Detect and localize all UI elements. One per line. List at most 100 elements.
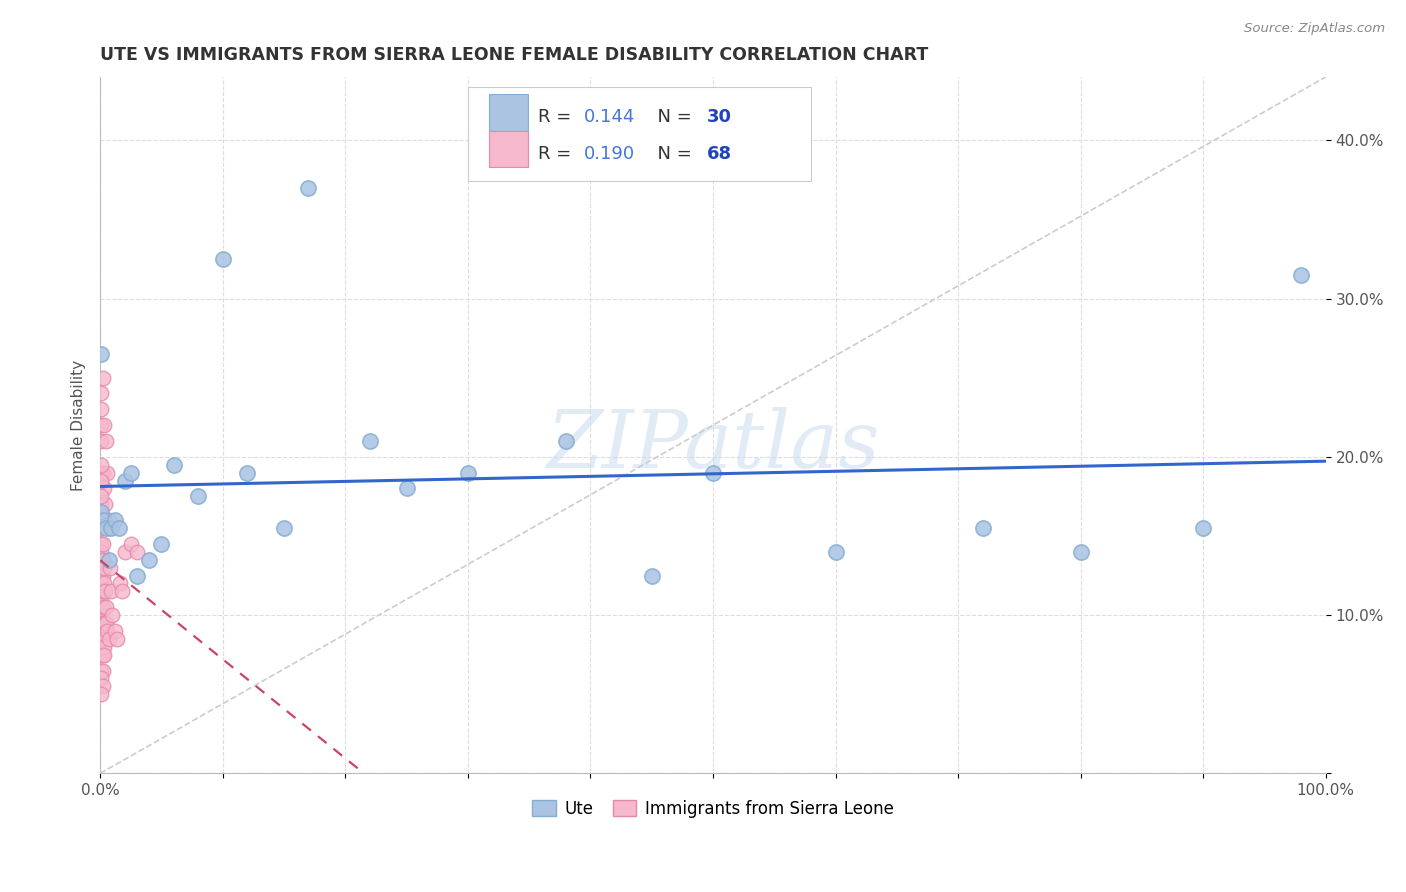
Text: N =: N = bbox=[645, 108, 697, 126]
Point bbox=[90, 568, 112, 582]
Legend: Ute, Immigrants from Sierra Leone: Ute, Immigrants from Sierra Leone bbox=[526, 793, 900, 824]
FancyBboxPatch shape bbox=[489, 95, 527, 130]
Text: 30: 30 bbox=[707, 108, 731, 126]
Point bbox=[91, 664, 114, 678]
Point bbox=[91, 552, 114, 566]
Point bbox=[702, 466, 724, 480]
Point bbox=[91, 679, 114, 693]
Point bbox=[90, 386, 112, 401]
Point bbox=[93, 640, 115, 654]
Point bbox=[100, 521, 122, 535]
Point bbox=[125, 545, 148, 559]
Point bbox=[107, 521, 129, 535]
Text: UTE VS IMMIGRANTS FROM SIERRA LEONE FEMALE DISABILITY CORRELATION CHART: UTE VS IMMIGRANTS FROM SIERRA LEONE FEMA… bbox=[100, 46, 928, 64]
Point bbox=[91, 568, 114, 582]
Point bbox=[91, 648, 114, 662]
Point bbox=[96, 521, 118, 535]
Point bbox=[90, 560, 112, 574]
Point bbox=[90, 347, 112, 361]
Point bbox=[90, 584, 112, 599]
Point bbox=[90, 615, 112, 630]
Point bbox=[297, 180, 319, 194]
Point bbox=[90, 552, 112, 566]
Point bbox=[90, 600, 112, 615]
Point bbox=[90, 489, 112, 503]
Point bbox=[236, 466, 259, 480]
Text: N =: N = bbox=[645, 145, 697, 162]
Point bbox=[91, 632, 114, 646]
Point bbox=[91, 600, 114, 615]
Point bbox=[90, 505, 112, 519]
Text: ZIPatlas: ZIPatlas bbox=[546, 408, 880, 485]
Point bbox=[120, 537, 142, 551]
Point bbox=[211, 252, 233, 266]
Point bbox=[91, 466, 114, 480]
Point bbox=[93, 513, 115, 527]
Point bbox=[150, 537, 173, 551]
Point bbox=[97, 552, 120, 566]
Text: 0.144: 0.144 bbox=[585, 108, 636, 126]
Point bbox=[91, 370, 114, 384]
Point bbox=[90, 576, 112, 591]
Point bbox=[97, 513, 120, 527]
Point bbox=[90, 648, 112, 662]
Point bbox=[90, 592, 112, 607]
Point bbox=[90, 513, 112, 527]
Point bbox=[90, 434, 112, 448]
Point bbox=[90, 537, 112, 551]
Point bbox=[91, 584, 114, 599]
Point bbox=[114, 545, 136, 559]
Text: R =: R = bbox=[537, 145, 576, 162]
Point bbox=[138, 552, 160, 566]
Point bbox=[90, 402, 112, 417]
Point bbox=[100, 584, 122, 599]
Point bbox=[111, 584, 134, 599]
Point bbox=[96, 466, 118, 480]
Point bbox=[640, 568, 662, 582]
Point bbox=[395, 482, 418, 496]
Point bbox=[94, 497, 117, 511]
Point bbox=[90, 632, 112, 646]
FancyBboxPatch shape bbox=[489, 131, 527, 168]
Point bbox=[90, 687, 112, 701]
Point bbox=[98, 560, 121, 574]
Text: 68: 68 bbox=[707, 145, 733, 162]
Point bbox=[163, 458, 186, 472]
Point bbox=[91, 615, 114, 630]
Point bbox=[105, 632, 128, 646]
Point bbox=[554, 434, 576, 448]
Point bbox=[114, 474, 136, 488]
Point bbox=[108, 576, 131, 591]
Point bbox=[96, 624, 118, 638]
Point bbox=[90, 664, 112, 678]
Y-axis label: Female Disability: Female Disability bbox=[72, 359, 86, 491]
Point bbox=[93, 482, 115, 496]
Point bbox=[90, 418, 112, 433]
FancyBboxPatch shape bbox=[468, 87, 811, 181]
Point bbox=[104, 624, 127, 638]
Point bbox=[93, 576, 115, 591]
Point bbox=[96, 434, 118, 448]
Point bbox=[101, 608, 124, 623]
Point bbox=[97, 632, 120, 646]
Point bbox=[94, 615, 117, 630]
Text: Source: ZipAtlas.com: Source: ZipAtlas.com bbox=[1244, 22, 1385, 36]
Point bbox=[93, 648, 115, 662]
Point bbox=[824, 545, 846, 559]
Text: R =: R = bbox=[537, 108, 576, 126]
Point bbox=[120, 466, 142, 480]
Point bbox=[187, 489, 209, 503]
Point bbox=[90, 521, 112, 535]
Point bbox=[90, 474, 112, 488]
Point bbox=[90, 497, 112, 511]
Point bbox=[1192, 521, 1215, 535]
Point bbox=[972, 521, 994, 535]
Point bbox=[96, 615, 118, 630]
Point bbox=[90, 505, 112, 519]
Point bbox=[1070, 545, 1092, 559]
Point bbox=[273, 521, 295, 535]
Point bbox=[90, 466, 112, 480]
Point bbox=[1289, 268, 1312, 282]
Point bbox=[90, 545, 112, 559]
Point bbox=[90, 672, 112, 686]
